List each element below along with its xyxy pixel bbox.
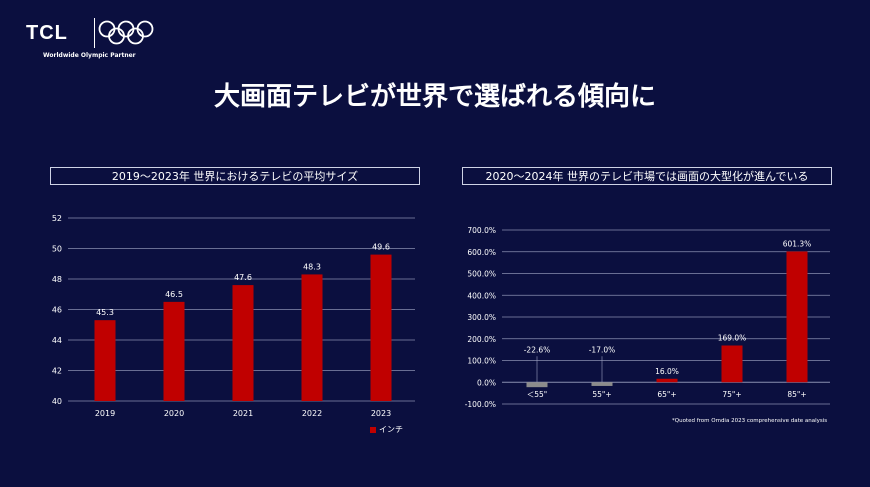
y-tick-label: 500.0% — [467, 270, 496, 279]
y-tick-label: 600.0% — [467, 248, 496, 257]
chart-legend: インチ — [370, 424, 403, 435]
data-label: 169.0% — [718, 333, 747, 342]
right-chart-title: 2020～2024年 世界のテレビ市場では画面の大型化が進んでいる — [462, 167, 832, 185]
y-tick-label: 200.0% — [467, 335, 496, 344]
bar — [232, 285, 254, 401]
x-tick-label: ＜55" — [527, 390, 548, 399]
y-tick-label: 44 — [52, 336, 62, 345]
data-label: 47.6 — [234, 273, 252, 282]
legend-label: インチ — [379, 425, 403, 434]
bar — [526, 382, 548, 388]
x-tick-label: 2020 — [164, 409, 184, 418]
data-label: -22.6% — [524, 345, 551, 354]
y-tick-label: 100.0% — [467, 357, 496, 366]
olympic-rings-icon — [98, 20, 154, 45]
data-label: -17.0% — [589, 345, 616, 354]
y-tick-label: 0.0% — [477, 378, 496, 387]
bar — [721, 345, 743, 383]
data-label: 16.0% — [655, 367, 679, 376]
y-tick-label: -100.0% — [465, 400, 496, 409]
legend-swatch — [370, 426, 376, 433]
brand-name: TCL — [26, 22, 68, 44]
y-tick-label: 40 — [52, 397, 62, 406]
bar — [591, 382, 613, 386]
bar — [163, 301, 185, 401]
y-tick-label: 700.0% — [467, 226, 496, 235]
y-tick-label: 50 — [52, 245, 62, 254]
x-tick-label: 2022 — [302, 409, 322, 418]
y-tick-label: 42 — [52, 367, 62, 376]
x-tick-label: 75"+ — [722, 390, 741, 399]
x-tick-label: 2021 — [233, 409, 253, 418]
y-tick-label: 48 — [52, 275, 62, 284]
bar — [301, 274, 323, 401]
page-title: 大画面テレビが世界で選ばれる傾向に — [213, 82, 656, 112]
bar — [656, 378, 678, 383]
data-label: 45.3 — [96, 308, 114, 317]
partner-caption: Worldwide Olympic Partner — [43, 52, 136, 59]
data-label: 49.6 — [372, 243, 390, 252]
logo-divider — [94, 18, 95, 48]
y-tick-label: 300.0% — [467, 313, 496, 322]
y-tick-label: 52 — [52, 214, 62, 223]
y-tick-label: 46 — [52, 306, 62, 315]
bar — [94, 320, 116, 401]
left-chart-title: 2019～2023年 世界におけるテレビの平均サイズ — [50, 167, 420, 185]
data-label: 48.3 — [303, 262, 321, 271]
x-tick-label: 55"+ — [592, 390, 611, 399]
x-tick-label: 2023 — [371, 409, 391, 418]
x-tick-label: 2019 — [95, 409, 115, 418]
data-label: 46.5 — [165, 290, 183, 299]
source-footnote: *Quoted from Omdia 2023 comprehensive da… — [672, 418, 828, 424]
bar — [370, 254, 392, 401]
data-label: 601.3% — [783, 239, 812, 248]
y-tick-label: 400.0% — [467, 291, 496, 300]
x-tick-label: 65"+ — [657, 390, 676, 399]
bar — [786, 251, 808, 383]
x-tick-label: 85"+ — [787, 390, 806, 399]
